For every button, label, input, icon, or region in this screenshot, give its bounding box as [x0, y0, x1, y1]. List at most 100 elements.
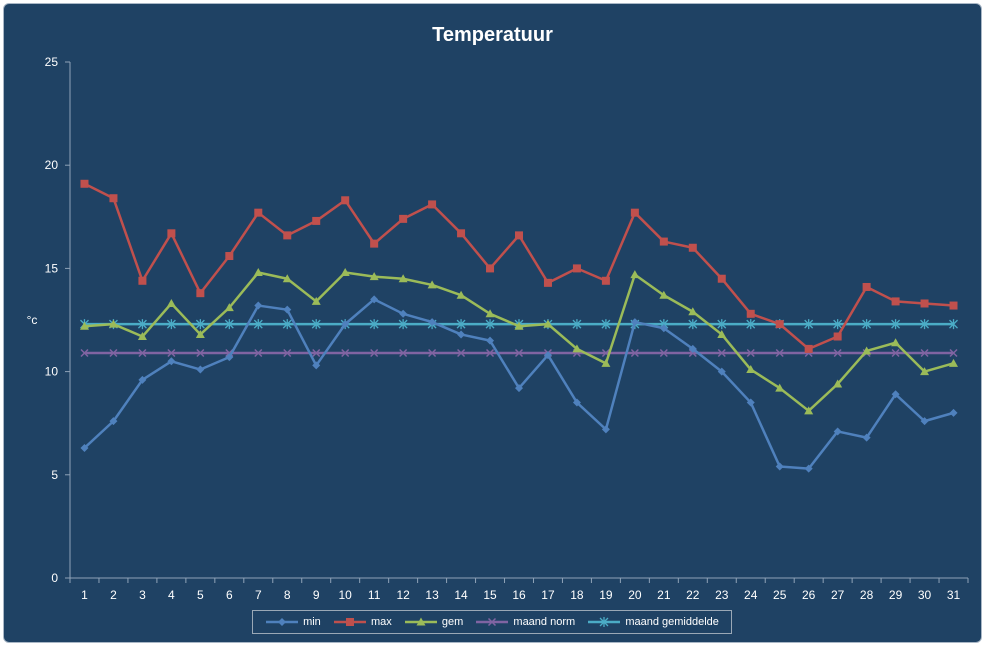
x-tick-label: 6 [226, 588, 233, 602]
data-point-maand-norm [833, 348, 842, 358]
data-point-gem [514, 321, 524, 330]
x-tick-label: 1 [81, 588, 88, 602]
data-point-maand-norm [775, 348, 784, 358]
data-point-maand-gemiddelde [688, 319, 698, 330]
x-tick-label: 14 [454, 588, 468, 602]
x-tick-label: 30 [918, 588, 932, 602]
data-point-max [312, 216, 321, 225]
data-point-gem [340, 268, 350, 277]
data-point-min [949, 408, 958, 417]
data-point-min [717, 367, 726, 376]
data-point-maand-norm [514, 348, 524, 358]
data-point-max [543, 278, 552, 287]
data-point-min [486, 336, 495, 345]
data-point-min [428, 318, 437, 327]
x-tick-label: 18 [570, 588, 584, 602]
x-tick-label: 25 [773, 588, 787, 602]
data-point-gem [949, 358, 959, 367]
x-tick-label: 12 [396, 588, 410, 602]
x-tick-label: 9 [313, 588, 320, 602]
legend-swatch-maand-gemiddelde [588, 617, 621, 627]
data-point-max [428, 200, 437, 209]
y-axis-label: °c [27, 313, 38, 327]
legend-label: gem [441, 616, 464, 628]
data-point-maand-norm [80, 348, 89, 358]
data-point-max [486, 264, 495, 273]
data-point-maand-norm [399, 348, 408, 358]
legend-label: maand gemiddelde [625, 616, 719, 628]
data-point-gem [427, 280, 437, 289]
data-point-min [370, 295, 379, 304]
data-point-gem [601, 358, 611, 367]
data-point-gem [833, 379, 843, 388]
data-point-min [457, 330, 466, 339]
data-point-gem [717, 329, 727, 338]
data-point-min [891, 390, 900, 399]
legend-marker-maand-gemiddelde [599, 617, 609, 627]
data-point-max [572, 264, 581, 273]
data-point-max [254, 208, 263, 217]
legend-label: max [370, 616, 392, 628]
x-tick-label: 28 [860, 588, 874, 602]
series-layer [79, 179, 959, 473]
data-point-gem [369, 272, 379, 281]
data-point-maand-gemiddelde [717, 319, 727, 330]
data-point-maand-gemiddelde [746, 319, 756, 330]
data-point-gem [282, 274, 292, 283]
data-point-min [920, 417, 929, 426]
data-point-gem [195, 329, 205, 338]
data-point-max [746, 309, 755, 318]
data-point-max [341, 196, 350, 205]
data-point-maand-norm [659, 348, 668, 358]
data-point-min [630, 318, 639, 327]
data-point-max [775, 320, 784, 329]
data-point-max [370, 239, 379, 248]
legend-marker-min [278, 618, 287, 626]
data-point-gem [572, 344, 582, 353]
x-tick-label: 23 [715, 588, 729, 602]
y-tick-label: 25 [45, 55, 59, 69]
data-point-max [688, 243, 697, 252]
data-point-maand-gemiddelde [572, 319, 582, 330]
data-point-maand-norm [746, 348, 755, 358]
data-point-max [804, 344, 813, 353]
data-point-gem [456, 290, 466, 299]
data-point-min [688, 344, 697, 353]
data-point-gem [543, 319, 553, 328]
y-tick-label: 5 [51, 468, 58, 482]
x-tick-label: 22 [686, 588, 700, 602]
legend-item-max: max [333, 616, 392, 628]
data-point-gem [311, 296, 321, 305]
data-point-min [572, 398, 581, 407]
data-point-max [109, 194, 118, 203]
x-tick-label: 29 [889, 588, 903, 602]
data-point-gem [804, 406, 814, 415]
data-point-maand-gemiddelde [456, 319, 466, 330]
x-tick-label: 8 [284, 588, 291, 602]
data-point-min [833, 427, 842, 436]
data-point-min [196, 365, 205, 374]
chart-title: Temperatuur [432, 24, 553, 46]
data-point-max [515, 231, 523, 240]
data-point-min [109, 417, 118, 426]
legend: min max gem maand norm maand gemiddelde [252, 610, 732, 634]
data-point-maand-gemiddelde [891, 319, 901, 330]
data-point-maand-gemiddelde [137, 319, 147, 330]
x-tick-label: 7 [255, 588, 262, 602]
data-point-max [920, 299, 929, 308]
data-point-gem [775, 383, 785, 392]
data-point-maand-norm [254, 348, 263, 358]
data-point-max [283, 231, 292, 240]
data-point-gem [108, 319, 118, 328]
data-point-maand-norm [196, 348, 205, 358]
series-max [80, 179, 958, 353]
data-point-maand-norm [312, 348, 321, 358]
data-point-maand-gemiddelde [195, 319, 205, 330]
data-point-min [399, 309, 408, 318]
data-point-gem [920, 367, 930, 376]
data-point-maand-norm [341, 348, 350, 358]
series-maand-norm [80, 348, 958, 358]
data-point-min [254, 301, 263, 310]
